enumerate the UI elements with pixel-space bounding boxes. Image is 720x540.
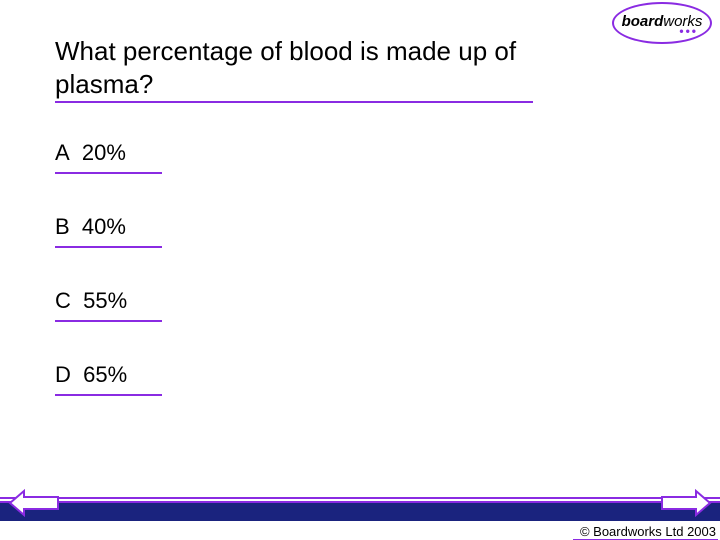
footer-bar <box>0 503 720 521</box>
copyright-text: © Boardworks Ltd 2003 <box>580 524 716 539</box>
prev-arrow[interactable] <box>8 489 60 517</box>
next-arrow[interactable] <box>660 489 712 517</box>
option-d[interactable]: D 65% <box>55 362 127 388</box>
options-list: A 20% B 40% C 55% D 65% <box>55 140 127 388</box>
question-underline <box>55 101 533 103</box>
option-underline <box>55 320 162 322</box>
option-c-label: C <box>55 288 71 313</box>
option-d-label: D <box>55 362 71 387</box>
logo-ellipse: boardworks ••• <box>612 2 712 44</box>
arrow-right-icon <box>660 489 712 517</box>
logo: boardworks ••• <box>612 2 712 44</box>
option-a[interactable]: A 20% <box>55 140 127 166</box>
option-d-value: 65% <box>83 362 127 387</box>
option-c[interactable]: C 55% <box>55 288 127 314</box>
option-b-label: B <box>55 214 70 239</box>
arrow-left-icon <box>8 489 60 517</box>
option-a-value: 20% <box>82 140 126 165</box>
option-b-value: 40% <box>82 214 126 239</box>
option-underline <box>55 394 162 396</box>
option-underline <box>55 246 162 248</box>
option-underline <box>55 172 162 174</box>
option-b[interactable]: B 40% <box>55 214 127 240</box>
question-text: What percentage of blood is made up of p… <box>55 35 535 100</box>
option-c-value: 55% <box>83 288 127 313</box>
option-a-label: A <box>55 140 70 165</box>
logo-dots: ••• <box>679 24 698 38</box>
